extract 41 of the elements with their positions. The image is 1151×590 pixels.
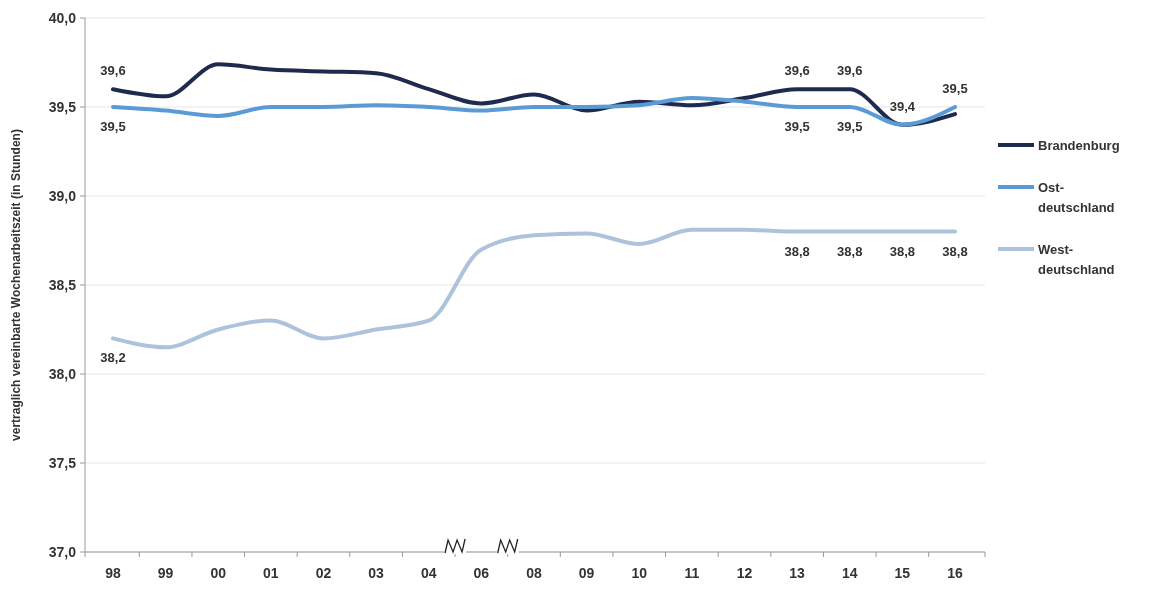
x-tick-label: 14 [841,565,858,581]
x-tick-label: 10 [631,565,648,581]
data-label: 39,5 [942,81,968,96]
x-tick-label: 12 [736,565,753,581]
x-tick-label: 01 [263,565,279,581]
data-label: 38,8 [942,243,968,259]
legend-label: Ost-deutschland [1038,180,1115,215]
y-axis-title: vertraglich vereinbarte Wochenarbeitszeit (in Stunden) [9,129,23,441]
data-label: 39,6 [837,63,863,79]
x-tick-label: 00 [210,565,227,581]
x-tick-label: 11 [684,565,700,581]
y-tick-label: 37,0 [48,544,77,560]
x-tick-label: 99 [157,565,174,581]
x-tick-label: 08 [526,565,542,581]
x-tick-label: 02 [315,565,332,581]
data-label: 38,2 [100,350,126,366]
data-label: 38,8 [837,243,863,259]
data-label: 39,5 [837,119,863,134]
data-label: 38,8 [889,243,916,259]
x-tick-label: 13 [789,565,806,581]
legend-label: Brandenburg [1038,138,1120,153]
data-label: 39,6 [100,63,126,79]
y-tick-label: 39,5 [48,99,77,115]
y-tick-label: 40,0 [48,10,77,26]
legend-label: West-deutschland [1038,242,1115,277]
x-tick-label: 06 [473,565,490,581]
x-tick-label: 09 [578,565,595,581]
x-tick-label: 04 [420,565,437,581]
y-tick-label: 37,5 [48,455,77,471]
y-tick-label: 38,5 [48,277,77,293]
data-label: 39,4 [889,98,916,114]
data-label: 38,8 [784,243,810,259]
data-label: 39,5 [784,119,810,134]
x-tick-label: 16 [947,565,963,581]
data-label: 39,6 [784,63,810,79]
y-tick-label: 38,0 [48,366,77,382]
x-tick-label: 98 [105,565,121,581]
data-label: 39,5 [100,119,126,134]
y-tick-label: 39,0 [48,188,77,204]
x-tick-label: 03 [368,565,385,581]
x-tick-label: 15 [894,565,911,581]
